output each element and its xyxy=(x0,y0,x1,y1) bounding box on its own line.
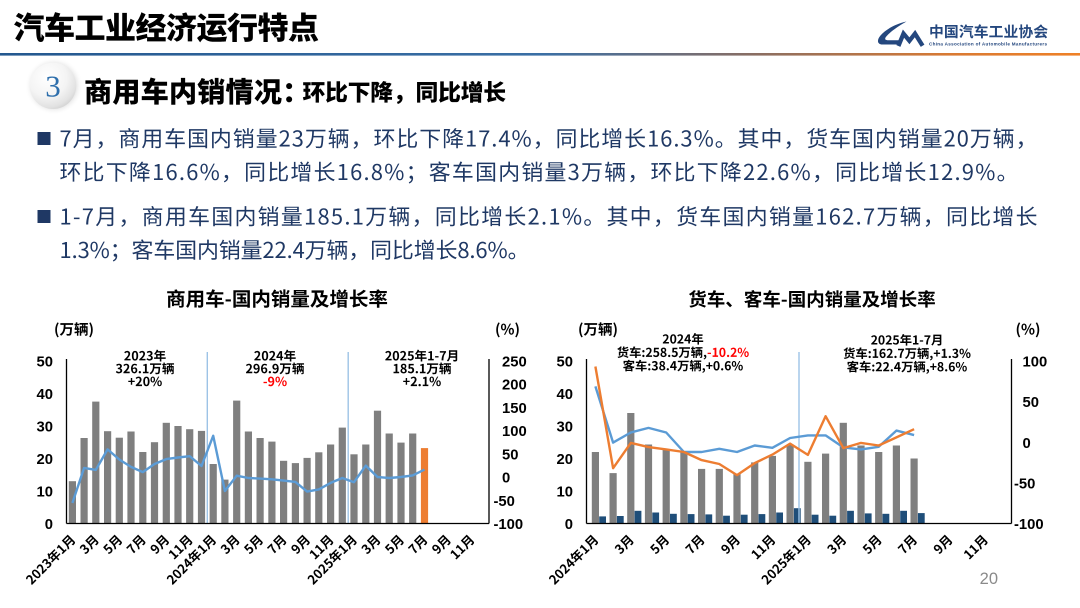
svg-text:0: 0 xyxy=(565,517,573,533)
svg-text:50: 50 xyxy=(502,447,518,463)
svg-text:150: 150 xyxy=(502,401,527,417)
svg-text:40: 40 xyxy=(37,387,53,403)
svg-text:50: 50 xyxy=(1023,395,1039,411)
svg-text:China Association of Automobil: China Association of Automobile Manufact… xyxy=(929,42,1047,47)
svg-text:10: 10 xyxy=(557,485,573,501)
svg-text:50: 50 xyxy=(37,355,53,371)
svg-text:10: 10 xyxy=(37,485,53,501)
svg-text:100: 100 xyxy=(502,424,527,440)
svg-text:20: 20 xyxy=(980,570,998,588)
svg-text:20: 20 xyxy=(37,452,53,468)
svg-text:-100: -100 xyxy=(494,517,524,533)
svg-text:0: 0 xyxy=(45,517,53,533)
svg-text:250: 250 xyxy=(502,355,527,371)
svg-text:30: 30 xyxy=(37,420,53,436)
svg-text:200: 200 xyxy=(502,378,527,394)
svg-text:0: 0 xyxy=(502,471,510,487)
svg-text:-100: -100 xyxy=(1014,517,1044,533)
svg-text:20: 20 xyxy=(557,452,573,468)
svg-text:-50: -50 xyxy=(494,494,515,510)
svg-text:-50: -50 xyxy=(1014,476,1035,492)
svg-text:40: 40 xyxy=(557,387,573,403)
svg-text:30: 30 xyxy=(557,420,573,436)
svg-text:100: 100 xyxy=(1023,355,1048,371)
svg-text:50: 50 xyxy=(557,355,573,371)
svg-text:3: 3 xyxy=(45,69,61,104)
svg-text:0: 0 xyxy=(1023,436,1031,452)
